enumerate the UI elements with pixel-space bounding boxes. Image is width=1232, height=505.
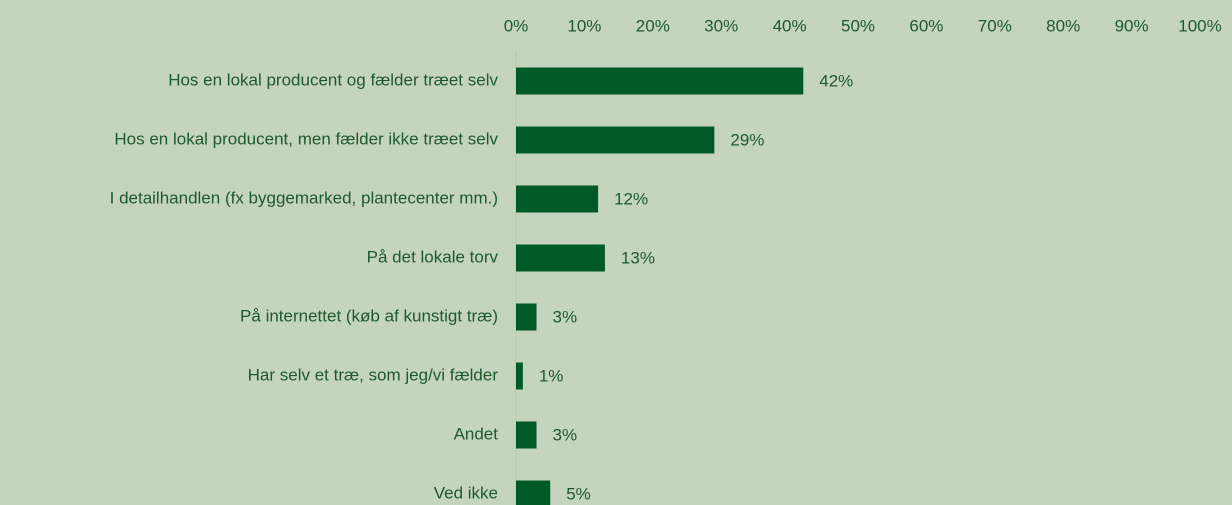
data-label: 29% <box>730 130 764 149</box>
category-label: På internettet (køb af kunstigt træ) <box>240 306 498 325</box>
category-label: I detailhandlen (fx byggemarked, plantec… <box>110 188 498 207</box>
category-label: Ved ikke <box>434 483 498 502</box>
x-tick-label: 30% <box>704 16 738 35</box>
bar <box>516 126 715 154</box>
x-tick-label: 0% <box>504 16 529 35</box>
bar <box>516 480 551 505</box>
category-label: Har selv et træ, som jeg/vi fælder <box>248 365 499 384</box>
data-label: 13% <box>621 248 655 267</box>
bar <box>516 421 537 449</box>
bar <box>516 244 605 272</box>
x-tick-label: 80% <box>1046 16 1080 35</box>
x-tick-label: 40% <box>773 16 807 35</box>
x-tick-label: 100% <box>1178 16 1221 35</box>
bar <box>516 67 804 95</box>
x-tick-label: 90% <box>1115 16 1149 35</box>
x-tick-label: 20% <box>636 16 670 35</box>
x-tick-label: 70% <box>978 16 1012 35</box>
data-label: 3% <box>553 307 578 326</box>
category-label: Hos en lokal producent, men fælder ikke … <box>114 129 498 148</box>
bar <box>516 303 537 331</box>
x-tick-label: 60% <box>909 16 943 35</box>
data-label: 1% <box>539 366 564 385</box>
category-label: Andet <box>454 424 499 443</box>
data-label: 5% <box>566 484 591 503</box>
category-label: Hos en lokal producent og fælder træet s… <box>168 70 498 89</box>
bar <box>516 185 599 213</box>
category-label: På det lokale torv <box>367 247 499 266</box>
data-label: 42% <box>819 71 853 90</box>
data-label: 3% <box>553 425 578 444</box>
bar <box>516 362 523 390</box>
x-tick-label: 10% <box>567 16 601 35</box>
x-tick-label: 50% <box>841 16 875 35</box>
data-label: 12% <box>614 189 648 208</box>
